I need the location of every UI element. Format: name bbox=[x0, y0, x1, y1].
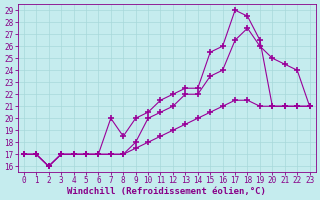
X-axis label: Windchill (Refroidissement éolien,°C): Windchill (Refroidissement éolien,°C) bbox=[67, 187, 266, 196]
